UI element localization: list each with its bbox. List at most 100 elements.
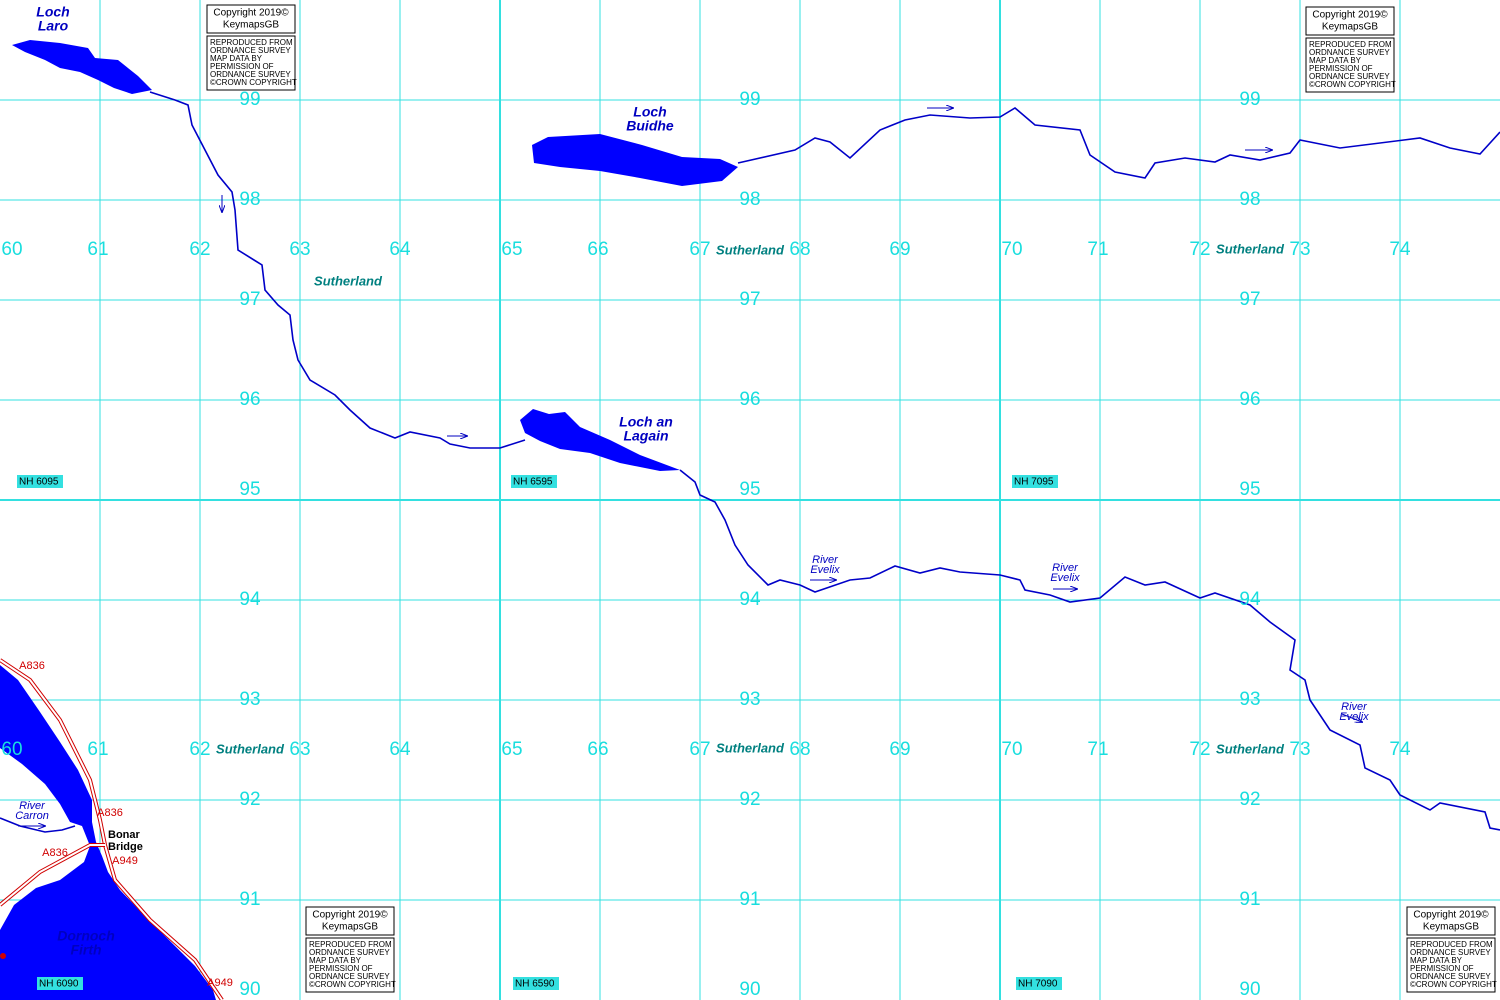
northing-label: 91 <box>739 889 760 910</box>
notice-text: ORDNANCE SURVEY <box>309 972 390 981</box>
loch-an-lagain <box>520 409 680 471</box>
northing-label: 98 <box>739 189 760 210</box>
road-label: A836 <box>42 847 68 859</box>
easting-label: 61 <box>87 739 108 760</box>
northing-label: 90 <box>1239 979 1260 1000</box>
region-label: Sutherland <box>314 273 383 288</box>
notice-box <box>1305 37 1395 93</box>
easting-label: 74 <box>1389 739 1411 760</box>
northing-label: 98 <box>239 189 260 210</box>
grid-ref: NH 6090 <box>39 979 79 990</box>
northing-label: 92 <box>739 789 760 810</box>
northing-label: 90 <box>739 979 760 1000</box>
water-label: Loch an <box>619 414 673 430</box>
river-evelix <box>679 469 1500 831</box>
easting-label: 61 <box>87 239 108 260</box>
easting-label: 72 <box>1189 739 1210 760</box>
northing-label: 99 <box>239 89 260 110</box>
easting-label: 73 <box>1289 239 1310 260</box>
copyright-box <box>1305 6 1395 36</box>
loch-laro <box>12 40 152 94</box>
notice-text: ©CROWN COPYRIGHT <box>210 78 297 87</box>
northing-label: 96 <box>739 389 760 410</box>
grid-ref: NH 6590 <box>515 979 555 990</box>
copyright-text: KeymapsGB <box>1322 22 1378 33</box>
notice-text: ORDNANCE SURVEY <box>210 46 291 55</box>
copyright-text: KeymapsGB <box>322 922 378 933</box>
water-label: Buidhe <box>626 118 674 134</box>
water-label: Laro <box>38 18 69 34</box>
grid-ref: NH 7090 <box>1018 979 1058 990</box>
notice-box <box>206 35 296 91</box>
easting-label: 66 <box>587 739 608 760</box>
northing-label: 99 <box>739 89 760 110</box>
notice-text: ORDNANCE SURVEY <box>1309 72 1390 81</box>
northing-label: 91 <box>239 889 260 910</box>
notice-box <box>1406 937 1496 993</box>
river-label: Evelix <box>1339 711 1369 723</box>
grid-ref-bg <box>513 977 559 990</box>
copyright-text: KeymapsGB <box>223 20 279 31</box>
easting-label: 70 <box>1001 239 1022 260</box>
northing-label: 94 <box>1239 589 1261 610</box>
easting-label: 69 <box>889 739 910 760</box>
easting-label: 60 <box>1 239 22 260</box>
copyright-text: Copyright 2019© <box>1413 910 1489 921</box>
easting-label: 72 <box>1189 239 1210 260</box>
northing-label: 99 <box>1239 89 1260 110</box>
place-label: Bridge <box>108 841 143 853</box>
easting-label: 65 <box>501 239 522 260</box>
notice-text: ©CROWN COPYRIGHT <box>309 980 396 989</box>
dornoch-firth <box>0 665 216 1000</box>
copyright-text: Copyright 2019© <box>1312 10 1388 21</box>
notice-text: REPRODUCED FROM <box>309 940 392 949</box>
copyright-text: Copyright 2019© <box>213 8 289 19</box>
notice-text: REPRODUCED FROM <box>1309 40 1392 49</box>
northing-label: 90 <box>239 979 260 1000</box>
river-label: River <box>1341 701 1368 713</box>
region-label: Sutherland <box>1216 741 1285 756</box>
northing-label: 93 <box>739 689 760 710</box>
notice-text: ORDNANCE SURVEY <box>1309 48 1390 57</box>
notice-text: ©CROWN COPYRIGHT <box>1309 80 1396 89</box>
grid-ref: NH 7095 <box>1014 477 1054 488</box>
notice-text: ORDNANCE SURVEY <box>1410 972 1491 981</box>
northing-label: 98 <box>1239 189 1260 210</box>
easting-label: 63 <box>289 739 310 760</box>
region-label: Sutherland <box>1216 241 1285 256</box>
copyright-box <box>206 4 296 34</box>
notice-text: PERMISSION OF <box>210 62 274 71</box>
river-label: River <box>1052 562 1079 574</box>
northing-label: 91 <box>1239 889 1260 910</box>
grid-ref-bg <box>37 977 83 990</box>
grid-ref-bg <box>1012 475 1058 488</box>
grid-ref: NH 6095 <box>19 477 59 488</box>
flow-arrows <box>18 108 1362 826</box>
grid-ref-bg <box>17 475 63 488</box>
northing-label: 95 <box>739 479 760 500</box>
loch-buidhe <box>532 134 738 186</box>
northing-label: 94 <box>739 589 761 610</box>
northing-label: 96 <box>239 389 260 410</box>
river-label: Evelix <box>1050 572 1080 584</box>
labels: 60 60 61 61 62 62 63 63 64 64 65 65 66 66 67 67 68 68 69 69… <box>1 4 1496 1000</box>
easting-label: 62 <box>189 239 210 260</box>
notice-text: ORDNANCE SURVEY <box>1410 948 1491 957</box>
easting-label: 60 <box>1 739 22 760</box>
northing-label: 93 <box>1239 689 1260 710</box>
notice-text: MAP DATA BY <box>210 54 263 63</box>
easting-label: 71 <box>1087 239 1108 260</box>
road-label: A949 <box>207 977 233 989</box>
easting-label: 71 <box>1087 739 1108 760</box>
easting-label: 62 <box>189 739 210 760</box>
copyright-text: Copyright 2019© <box>312 910 388 921</box>
river-label: River <box>19 800 46 812</box>
notice-text: PERMISSION OF <box>1410 964 1474 973</box>
copyright-box <box>305 906 395 936</box>
road-label: A836 <box>97 807 123 819</box>
easting-label: 69 <box>889 239 910 260</box>
water-label: Loch <box>633 104 666 120</box>
easting-label: 65 <box>501 739 522 760</box>
